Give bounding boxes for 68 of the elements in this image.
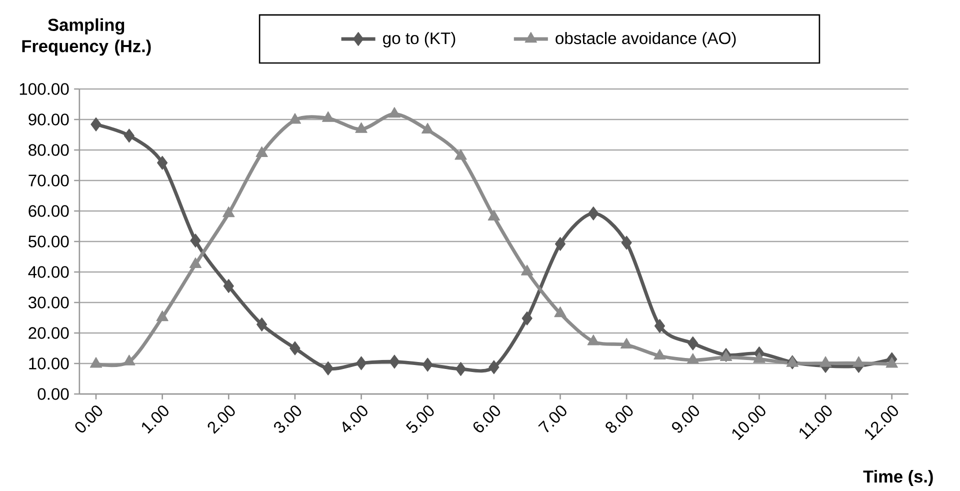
y-tick-label: 50.00 — [28, 236, 69, 248]
point — [886, 357, 898, 368]
point — [389, 354, 400, 369]
point — [322, 361, 334, 376]
point — [422, 358, 433, 372]
point — [123, 354, 136, 366]
y-tick-label: 80.00 — [28, 144, 69, 156]
point — [322, 111, 334, 122]
x-tick-label: 3.00 — [274, 406, 302, 433]
point — [488, 360, 500, 374]
y-tick-label: 10.00 — [29, 358, 69, 370]
x-tick-label: 4.00 — [342, 406, 368, 432]
y-tick-label: 40.00 — [28, 266, 69, 278]
point — [156, 310, 168, 322]
point — [355, 122, 368, 133]
point — [256, 317, 268, 332]
x-tick-label: 7.00 — [538, 406, 566, 432]
y-tick-label: 30.00 — [28, 296, 69, 308]
point — [753, 352, 766, 363]
point — [521, 264, 534, 276]
point — [620, 338, 633, 349]
point — [388, 107, 401, 118]
y-tick-label: 20.00 — [28, 327, 69, 339]
point — [654, 319, 666, 333]
x-tick-label: 0.00 — [75, 406, 102, 432]
point — [90, 357, 102, 368]
x-tick-label: 6.00 — [473, 406, 500, 432]
point — [157, 156, 168, 170]
point — [720, 350, 732, 362]
y-tick-label: 0.00 — [38, 388, 69, 400]
point — [522, 311, 532, 326]
point — [588, 206, 599, 220]
point — [189, 257, 202, 268]
point — [488, 210, 500, 220]
point — [587, 334, 600, 346]
point — [290, 341, 300, 356]
point — [688, 336, 698, 350]
point — [256, 146, 268, 158]
point — [90, 117, 102, 132]
legend-label: go to (KT) — [383, 32, 456, 48]
legend-label: obstacle avoidance (AO) — [556, 32, 736, 48]
point — [819, 356, 832, 367]
point — [422, 122, 434, 134]
point — [124, 128, 134, 143]
y-tick-label: 90.00 — [28, 114, 69, 126]
y-tick-label: 70.00 — [28, 174, 69, 186]
point — [223, 279, 234, 294]
point — [686, 353, 699, 364]
x-axis-title: Time (s.) — [863, 470, 933, 486]
y-tick-label: 100.00 — [20, 83, 69, 95]
y-axis-title: Sampling Frequency (Hz.) — [22, 18, 151, 56]
x-tick-label: 9.00 — [672, 406, 700, 433]
point — [852, 356, 865, 367]
point — [554, 236, 566, 251]
point — [190, 234, 201, 248]
point — [554, 306, 566, 318]
point — [621, 236, 632, 250]
point — [356, 356, 367, 370]
x-tick-label: 1.00 — [142, 406, 168, 434]
point — [222, 206, 235, 218]
x-tick-label: 5.00 — [406, 406, 434, 433]
x-tick-label: 8.00 — [606, 406, 633, 433]
point — [288, 113, 302, 124]
point — [454, 149, 467, 160]
point — [654, 348, 666, 360]
point — [455, 362, 466, 376]
y-tick-label: 60.00 — [28, 205, 69, 217]
point — [786, 356, 798, 367]
